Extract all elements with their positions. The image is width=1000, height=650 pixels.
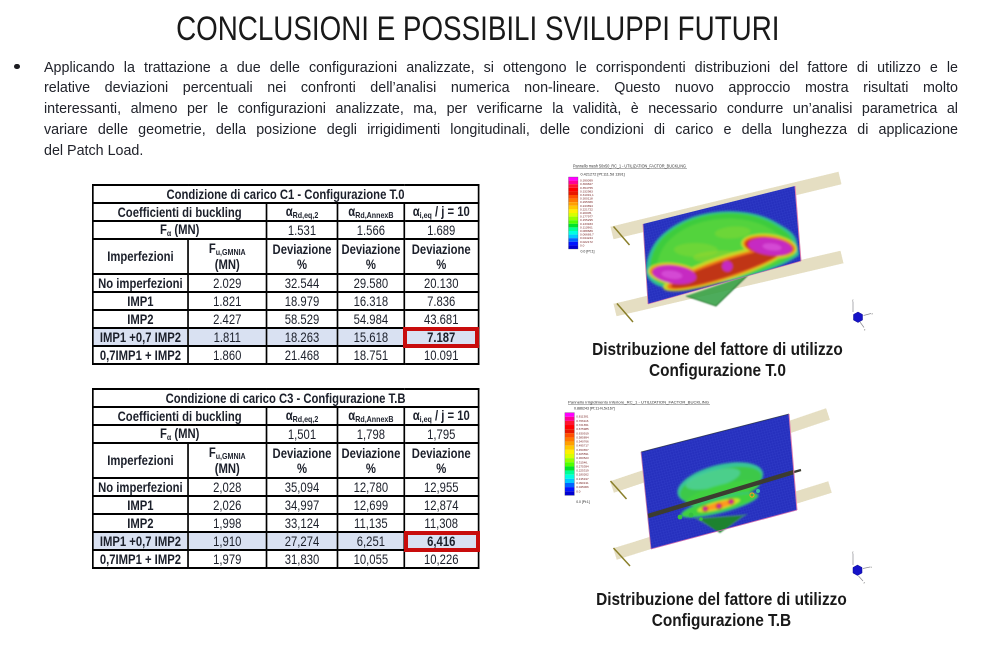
- svg-text:0.369827: 0.369827: [580, 182, 593, 186]
- svg-text:0.31546,: 0.31546,: [576, 460, 588, 464]
- svg-text:0.090131: 0.090131: [576, 481, 589, 485]
- svg-text:0.0 [Pt:1]: 0.0 [Pt:1]: [581, 250, 595, 254]
- svg-text:0.295366: 0.295366: [580, 200, 593, 204]
- svg-text:0.630919: 0.630919: [576, 431, 589, 435]
- svg-text:Pannello irrigidimento inferio: Pannello irrigidimento inferiore_RC_1 - …: [568, 401, 709, 405]
- svg-text:0.022172: 0.022172: [580, 240, 593, 244]
- svg-text:0.495717: 0.495717: [576, 444, 589, 448]
- svg-text:x: x: [871, 565, 873, 569]
- svg-text:y: y: [852, 550, 854, 554]
- svg-text:0.133933: 0.133933: [580, 222, 593, 226]
- svg-text:0.360523: 0.360523: [576, 456, 589, 460]
- svg-text:z: z: [864, 581, 866, 585]
- svg-text:0.177977: 0.177977: [580, 215, 593, 219]
- svg-text:0.721651: 0.721651: [576, 423, 589, 427]
- svg-text:0.766116: 0.766116: [576, 419, 589, 423]
- svg-text:0.421272 [Pt:111.5d 1391]: 0.421272 [Pt:111.5d 1391]: [581, 173, 625, 177]
- svg-text:0.300118: 0.300118: [580, 197, 593, 201]
- svg-text:0.0: 0.0: [580, 243, 585, 247]
- svg-text:0.332983: 0.332983: [580, 189, 593, 193]
- svg-text:0.113961: 0.113961: [580, 225, 593, 229]
- svg-text:0.135197: 0.135197: [576, 477, 589, 481]
- svg-text:x: x: [872, 312, 874, 316]
- svg-text:0.045066: 0.045066: [576, 485, 589, 489]
- svg-text:0.243894: 0.243894: [580, 204, 593, 208]
- svg-text:0.088689: 0.088689: [580, 229, 593, 233]
- svg-text:0.886243 [Pt:11-N,5x167]: 0.886243 [Pt:11-N,5x167]: [574, 407, 615, 411]
- svg-text:y: y: [852, 298, 854, 302]
- svg-text:z: z: [864, 328, 866, 332]
- svg-text:0.0 [Pt:1]: 0.0 [Pt:1]: [576, 500, 590, 504]
- svg-text:0.540766: 0.540766: [576, 440, 589, 444]
- svg-text:0.20005,: 0.20005,: [580, 211, 592, 215]
- svg-text:0.225319: 0.225319: [576, 469, 589, 473]
- svg-text:0.354755: 0.354755: [580, 186, 593, 190]
- svg-text:0.405591: 0.405591: [576, 452, 589, 456]
- svg-text:0.06669,7: 0.06669,7: [580, 233, 594, 237]
- svg-text:0.275394: 0.275394: [576, 464, 589, 468]
- svg-text:Pannello mesh 50x50_RC_1 - UTI: Pannello mesh 50x50_RC_1 - UTILIZATION_F…: [573, 164, 686, 169]
- svg-text:0.450657: 0.450657: [576, 448, 589, 452]
- svg-text:0.390099: 0.390099: [580, 179, 593, 183]
- svg-text:0.31091,1: 0.31091,1: [580, 193, 594, 197]
- svg-text:0.180262: 0.180262: [576, 473, 589, 477]
- svg-text:0.0: 0.0: [576, 489, 581, 493]
- svg-text:0.675985: 0.675985: [576, 427, 589, 431]
- svg-text:0.044244: 0.044244: [580, 236, 593, 240]
- svg-text:0.585894: 0.585894: [576, 435, 589, 439]
- svg-text:0.221722: 0.221722: [580, 207, 593, 211]
- svg-text:0.811381: 0.811381: [576, 415, 589, 419]
- svg-text:0.155295: 0.155295: [580, 218, 593, 222]
